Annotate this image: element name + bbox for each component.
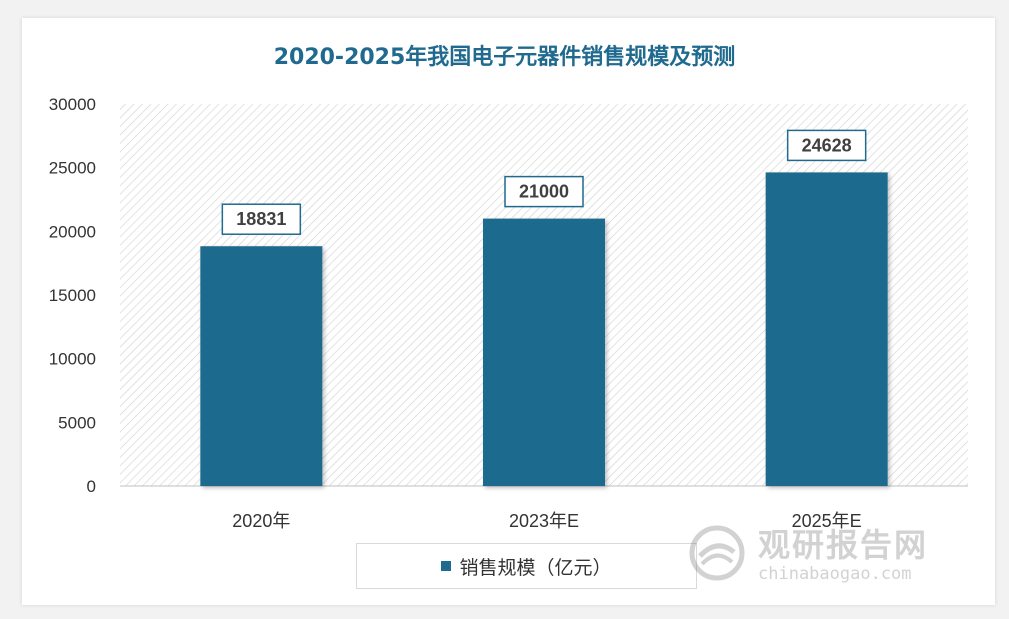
legend: 销售规模（亿元） xyxy=(356,543,697,589)
y-tick-label: 5000 xyxy=(58,413,96,432)
data-label: 18831 xyxy=(236,209,286,229)
x-tick-label: 2023年E xyxy=(509,511,579,531)
watermark-url: chinabaogao.com xyxy=(758,564,912,584)
bar xyxy=(483,218,605,486)
data-label: 24628 xyxy=(802,135,852,155)
bar-chart: 0 5000 10000 15000 20000 25000 30000 2020年 2023… xyxy=(49,95,968,531)
x-tick-label: 2020年 xyxy=(232,511,290,531)
bar xyxy=(200,246,323,486)
x-tick-label: 2025年E xyxy=(792,511,862,531)
y-tick-label: 30000 xyxy=(49,95,96,114)
data-label: 21000 xyxy=(519,182,569,202)
y-tick-label: 20000 xyxy=(49,222,96,241)
chart-title: 2020-2025年我国电子元器件销售规模及预测 xyxy=(273,45,736,70)
data-label-box xyxy=(786,129,867,162)
legend-swatch xyxy=(441,561,452,571)
data-label-box xyxy=(221,203,302,235)
watermark-brand: 观研报告网 xyxy=(758,526,929,564)
watermark: 观研报告网 chinabaogao.com xyxy=(686,518,986,588)
bar xyxy=(765,172,888,486)
y-tick-label: 15000 xyxy=(49,286,96,305)
y-tick-label: 25000 xyxy=(49,159,96,178)
legend-label: 销售规模（亿元） xyxy=(459,556,612,579)
y-tick-label: 0 xyxy=(87,477,96,496)
y-tick-label: 10000 xyxy=(49,350,96,369)
data-label-box xyxy=(504,175,584,208)
swirl-logo-icon xyxy=(689,525,745,581)
